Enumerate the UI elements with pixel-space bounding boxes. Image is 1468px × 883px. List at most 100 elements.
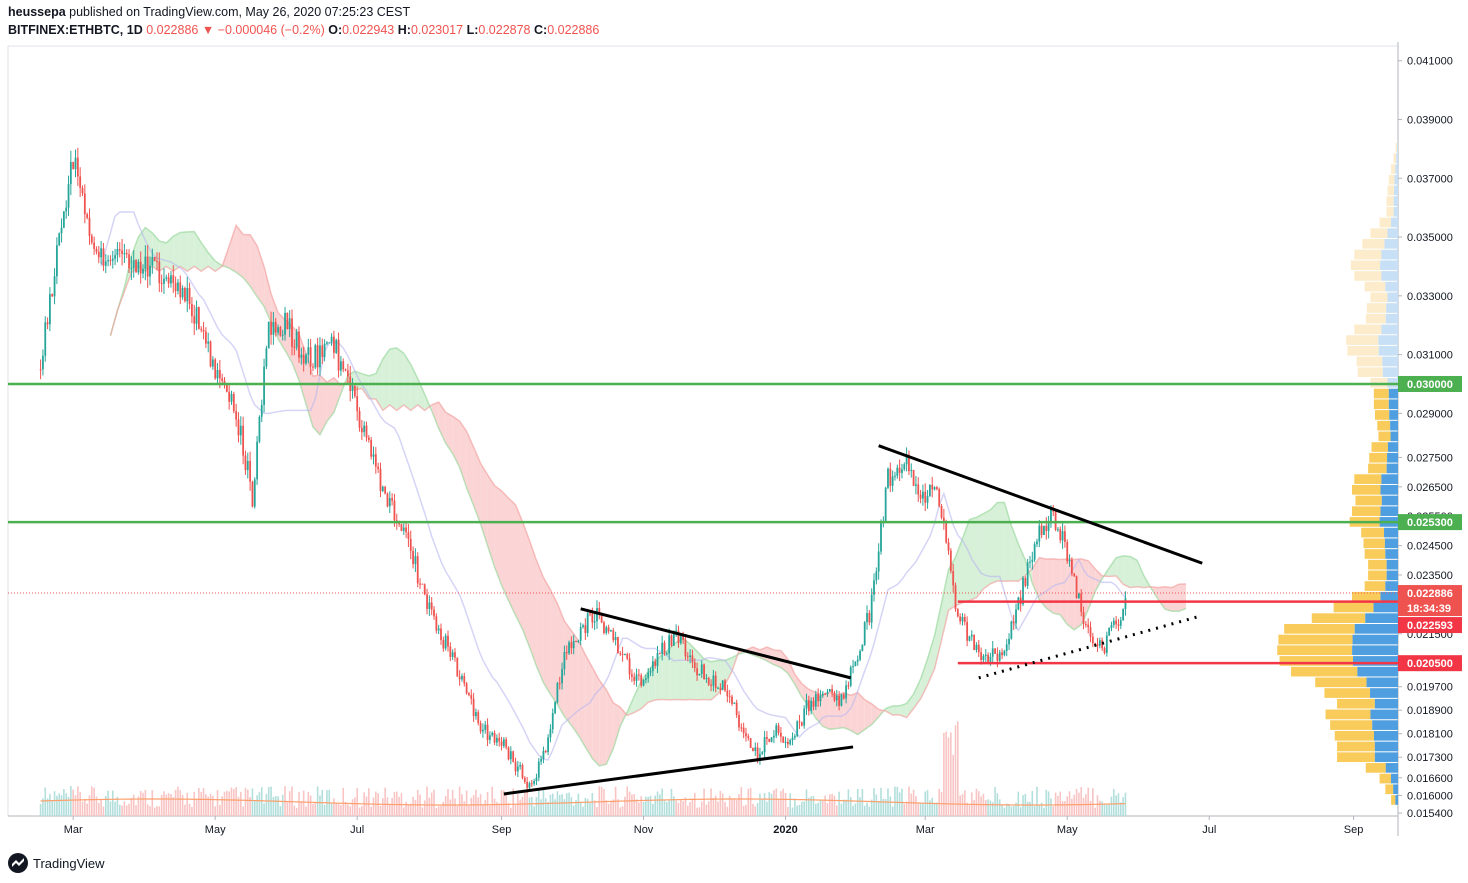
price-badge-label: 0.030000 [1407,379,1453,391]
candle-body [100,248,103,258]
candle-body [465,683,468,694]
candle-body [821,693,824,696]
candle-body [875,571,878,581]
volume-bar [228,791,230,816]
volume-bar [449,799,452,816]
volume-bar [735,799,738,816]
candle-body [845,685,847,699]
volume-bar [437,806,440,816]
cloud-segment [899,703,907,718]
cloud-segment [787,659,795,685]
volume-bar [435,807,438,816]
volume-profile-bar [1380,591,1398,602]
volume-bar [856,788,859,816]
candle-body [856,659,859,662]
volume-profile-bar [1394,174,1398,185]
candle-body [142,269,144,274]
volume-profile-bar [1394,185,1398,196]
candle-body [158,261,161,284]
volume-profile-bar [1373,399,1389,410]
candle-body [984,654,987,657]
price-chart[interactable]: 0.041000 0.039000 0.037000 0.035000 0.033000… [0,42,1468,850]
volume-bar [519,799,521,816]
candle-body [1001,652,1003,656]
candle-body [470,695,473,699]
volume-profile-bar [1386,463,1398,474]
candle-body [270,321,272,335]
volume-bar [81,801,84,816]
volume-bar [491,786,494,816]
volume-profile-bar [1378,335,1398,345]
cloud-segment [1046,558,1054,614]
candle-body [1029,561,1031,563]
volume-bar [952,754,954,816]
volume-profile-bar [1395,795,1398,805]
candle-body [931,484,934,490]
cloud-segment [494,485,502,586]
candle-body [200,328,203,330]
candle-body [62,211,65,228]
candle-body [1059,529,1062,541]
candle-body [530,783,533,785]
volume-bar [465,790,468,816]
candle-body [612,630,615,641]
volume-profile-bar [1385,784,1394,795]
candle-body [975,644,978,650]
cloud-segment [229,225,237,273]
cloud-segment [669,642,677,700]
volume-profile-bar [1363,538,1385,549]
volume-bar [1017,791,1020,816]
candle-body [1073,573,1076,577]
volume-bar [370,806,372,816]
candle-body [95,248,98,252]
candle-body [1094,643,1097,645]
volume-bar [784,792,787,816]
candle-body [498,737,501,742]
volume-bar [223,791,226,816]
candle-body [756,747,759,759]
candle-body [1043,525,1045,535]
volume-bar [654,795,656,816]
volume-bar [521,796,524,816]
volume-bar [139,790,142,816]
trendline-resistance-2019[interactable] [580,607,852,680]
volume-bar [1057,795,1059,816]
volume-profile-bar [1391,164,1396,174]
volume-profile-bar [1366,303,1387,313]
volume-bar [544,798,547,816]
volume-bar [456,805,459,816]
volume-profile-bar [1357,666,1398,677]
volume-bar [558,795,561,816]
cloud-segment [1060,558,1068,625]
volume-profile-bar [1370,228,1388,238]
candle-body [870,594,873,623]
volume-bar [577,793,580,816]
volume-bar [1124,792,1127,816]
volume-bar [428,797,431,816]
candle-body [814,694,817,707]
volume-bar [235,787,237,816]
open-value: 0.022943 [342,23,395,37]
volume-bar [156,806,158,816]
candle-body [884,487,887,522]
volume-profile-bar [1370,709,1398,720]
cloud-segment [1172,584,1179,612]
cloud-segment [655,654,663,700]
volume-profile-bar [1393,206,1398,217]
volume-bar [943,732,945,816]
candle-body [479,723,482,732]
candle-body [398,523,401,525]
price-axis[interactable]: 0.041000 0.039000 0.037000 0.035000 0.033000… [1398,56,1462,820]
candle-body [125,253,128,255]
volume-bar [670,788,673,816]
candle-body [563,652,566,670]
candle-body [1087,624,1090,628]
trendline-support-2019[interactable] [503,745,854,796]
candle-body [202,329,205,332]
volume-bar [677,802,680,816]
volume-profile-bar [1371,442,1388,452]
volume-bar [984,800,987,816]
price-badge-label: 0.025300 [1407,517,1453,529]
trendline-resistance-2020[interactable] [878,444,1203,565]
time-axis[interactable]: Mar May Jul Sep Nov 2020 Mar May Jul Sep [64,816,1364,836]
